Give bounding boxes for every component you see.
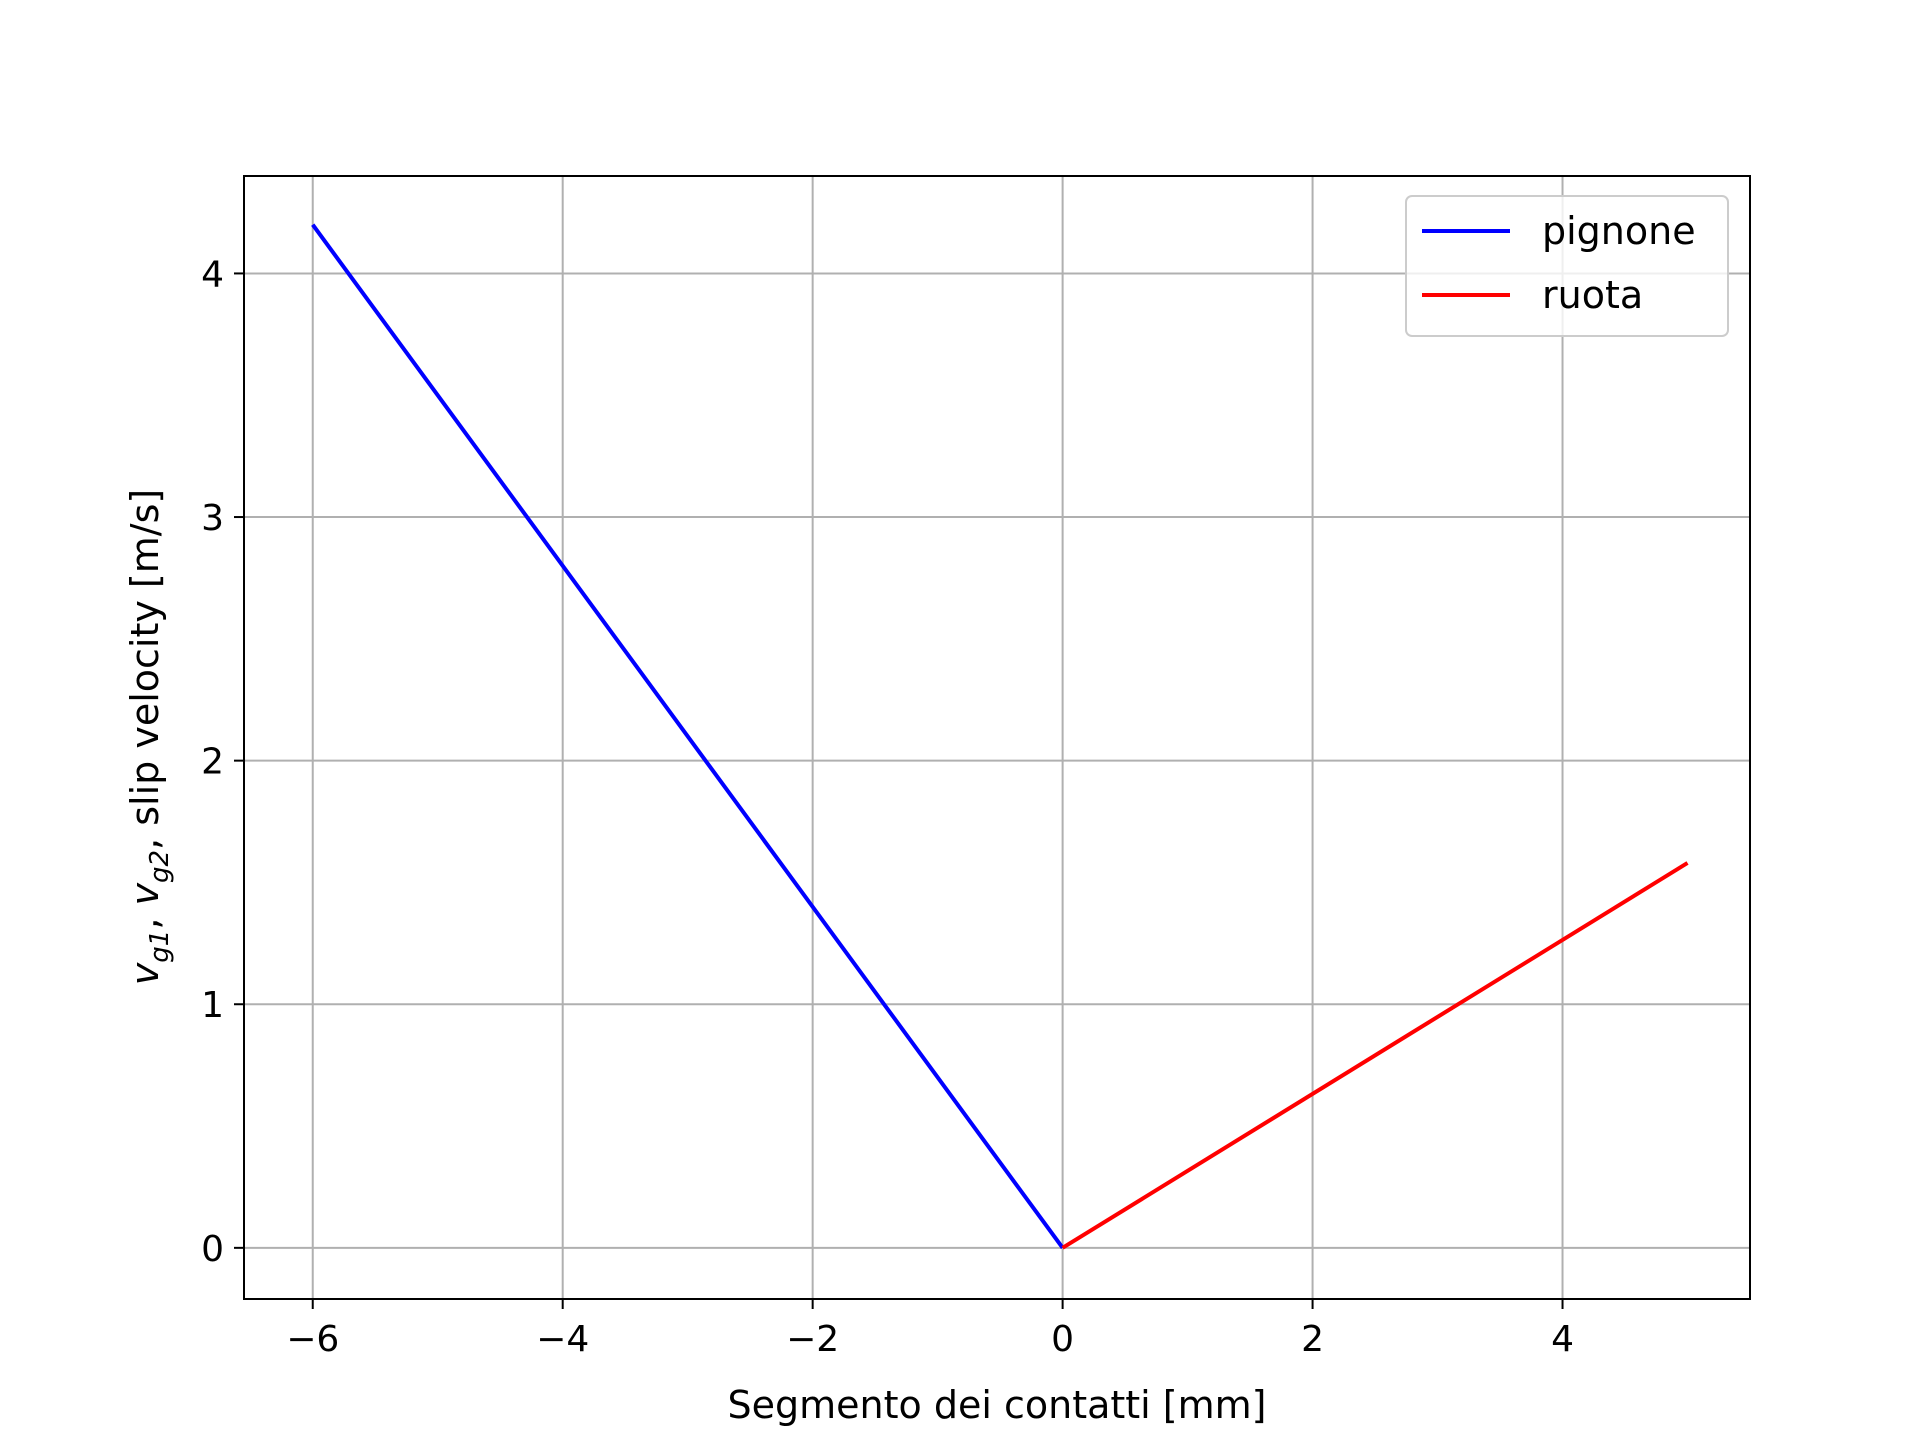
y-axis: 0 1 2 3 4 <box>201 254 244 1270</box>
plot-area <box>244 176 1750 1299</box>
y-tick-label: 3 <box>201 498 224 539</box>
y-tick-label: 2 <box>201 742 224 783</box>
x-axis: −6 −4 −2 0 2 4 <box>286 1299 1574 1360</box>
x-tick-label: −6 <box>286 1319 339 1360</box>
y-tick-label: 1 <box>201 985 224 1026</box>
x-axis-label: Segmento dei contatti [mm] <box>728 1383 1267 1427</box>
y-label-v1: v <box>123 962 167 985</box>
x-tick-label: 2 <box>1301 1319 1324 1360</box>
y-label-v2: v <box>123 882 167 905</box>
x-tick-label: −4 <box>536 1319 589 1360</box>
series-line-pignone <box>311 223 1065 1250</box>
x-tick-label: −2 <box>786 1319 839 1360</box>
legend: pignone ruota <box>1405 195 1729 337</box>
plot-frame <box>243 175 1751 1300</box>
y-label-sub1: g1 <box>145 930 175 963</box>
x-tick-label: 0 <box>1051 1319 1074 1360</box>
series-line-ruota <box>1061 861 1689 1250</box>
legend-label-pignone: pignone <box>1542 209 1696 253</box>
y-label-rest: , slip velocity [m/s] <box>123 489 167 850</box>
x-tick-label: 4 <box>1551 1319 1574 1360</box>
y-axis-label: vg1, vg2, slip velocity [m/s] <box>123 489 175 985</box>
legend-label-ruota: ruota <box>1542 273 1643 317</box>
y-label-sub2: g2 <box>145 850 175 883</box>
y-label-sep: , <box>123 905 167 929</box>
y-tick-label: 0 <box>201 1229 224 1270</box>
y-tick-label: 4 <box>201 254 224 295</box>
series-layer <box>311 223 1689 1250</box>
